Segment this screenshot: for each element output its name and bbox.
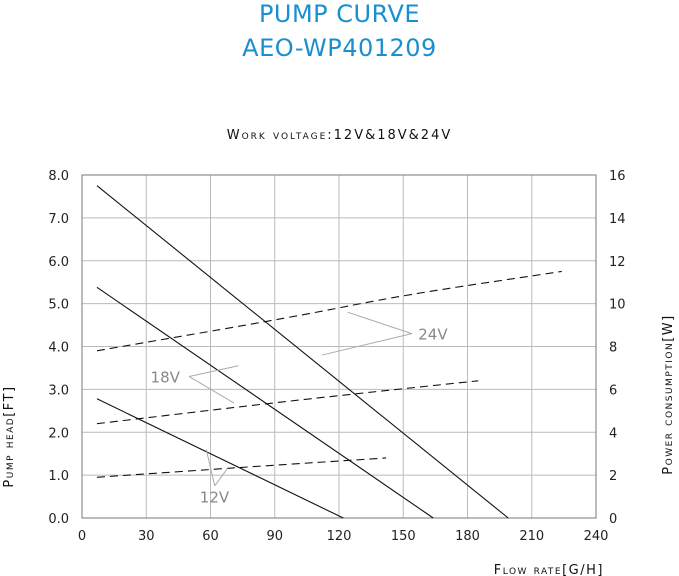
- callout-leader-line: [188, 365, 239, 378]
- x-tick-label: 30: [138, 529, 155, 544]
- y-tick-label: 0.0: [48, 512, 69, 527]
- x-tick-label: 150: [391, 529, 416, 544]
- chart-subtitle: AEO-WP401209: [242, 34, 437, 62]
- x-tick-label: 60: [202, 529, 219, 544]
- work-voltage-caption: Work voltage:12V&18V&24V: [226, 128, 453, 143]
- callout-leader-line: [347, 311, 412, 335]
- chart-title: PUMP CURVE: [258, 0, 421, 28]
- y-tick-label: 4.0: [48, 341, 69, 356]
- y-tick-label: 8.0: [48, 169, 69, 184]
- y2-axis-label: Power consumption[W]: [661, 314, 676, 474]
- head-curve-24v: [96, 185, 509, 519]
- y2-tick-label: 0: [609, 512, 617, 527]
- x-tick-label: 180: [455, 529, 480, 544]
- power-curve-18v: [96, 380, 479, 425]
- power-curve-24v: [96, 270, 562, 352]
- y2-tick-label: 4: [609, 426, 617, 441]
- callout-label-18v: 18V: [151, 369, 181, 387]
- y-axis-label: Pump head[FT]: [2, 385, 17, 487]
- y2-tick-label: 8: [609, 341, 617, 356]
- power-curve-12v: [96, 457, 387, 478]
- y2-tick-label: 2: [609, 469, 617, 484]
- x-tick-label: 120: [327, 529, 352, 544]
- x-tick-label: 0: [78, 529, 86, 544]
- callout-leader-line: [214, 467, 229, 487]
- x-axis-label: Flow rate[G/H]: [494, 563, 604, 576]
- y2-tick-label: 6: [609, 383, 617, 398]
- y-tick-label: 1.0: [48, 469, 69, 484]
- y-tick-label: 2.0: [48, 426, 69, 441]
- x-tick-label: 240: [584, 529, 609, 544]
- y2-tick-label: 14: [609, 212, 626, 227]
- callout-label-24v: 24V: [418, 326, 448, 344]
- y-tick-label: 6.0: [48, 255, 69, 270]
- y2-tick-label: 16: [609, 169, 626, 184]
- plot-frame: [81, 174, 597, 519]
- x-tick-label: 210: [519, 529, 544, 544]
- callout-leader-line: [205, 449, 216, 486]
- callout-label-12v: 12V: [200, 489, 230, 507]
- y-tick-label: 7.0: [48, 212, 69, 227]
- x-tick-label: 90: [266, 529, 283, 544]
- y-tick-label: 5.0: [48, 298, 69, 313]
- y-tick-label: 3.0: [48, 383, 69, 398]
- y2-tick-label: 10: [609, 298, 626, 313]
- head-curve-18v: [96, 286, 434, 519]
- callout-leader-line: [188, 376, 235, 404]
- callout-leader-line: [321, 333, 412, 356]
- y2-tick-label: 12: [609, 255, 626, 270]
